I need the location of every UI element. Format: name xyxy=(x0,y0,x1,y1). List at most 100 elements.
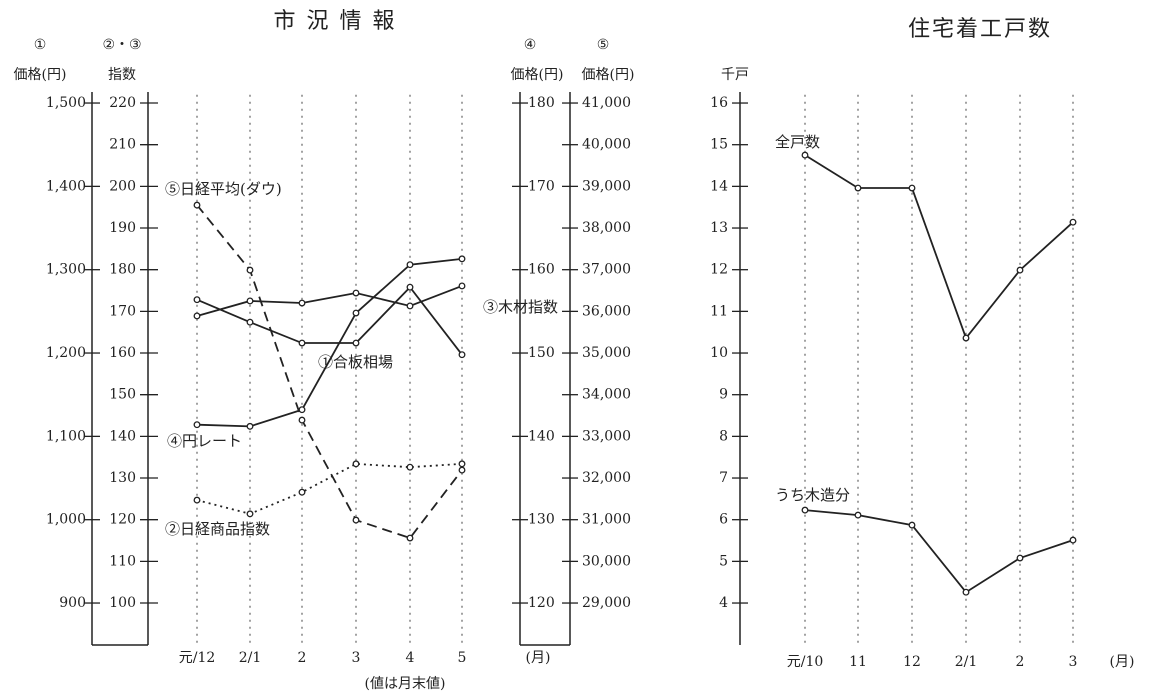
point xyxy=(298,406,306,414)
point xyxy=(458,255,466,263)
y-tick-label: 8 xyxy=(719,428,728,444)
series-label: ③木材指数 xyxy=(483,298,558,316)
chart-title: 住宅着工戸数 xyxy=(908,17,1052,42)
series-line xyxy=(196,285,463,356)
y-tick-label: 1,500 xyxy=(46,95,86,111)
y-tick-label: 5 xyxy=(719,553,728,569)
y-tick-label: 4 xyxy=(719,595,728,611)
axis-label: 価格(円) xyxy=(582,67,635,83)
y-tick-label: 170 xyxy=(528,178,555,194)
series-line xyxy=(804,154,1074,340)
point xyxy=(193,296,201,304)
point xyxy=(352,516,360,524)
point xyxy=(962,588,970,596)
x-tick-label: 2/1 xyxy=(239,650,262,666)
axis-frame xyxy=(91,92,741,646)
point xyxy=(1016,266,1024,274)
point xyxy=(458,460,466,468)
point xyxy=(406,261,414,269)
x-tick-label: 2 xyxy=(1016,654,1025,670)
point xyxy=(854,511,862,519)
y-tick-label: 1,300 xyxy=(46,262,86,278)
series-line xyxy=(804,509,1074,594)
y-tick-label: 10 xyxy=(710,345,728,361)
point xyxy=(458,351,466,359)
y-tick-label: 9 xyxy=(719,387,728,403)
y-tick-label: 220 xyxy=(109,95,136,111)
series-line xyxy=(196,285,463,317)
series-label: うち木造分 xyxy=(775,486,850,504)
x-tick-label: 5 xyxy=(458,650,467,666)
x-tick-label: 4 xyxy=(406,650,415,666)
y-tick-label: 31,000 xyxy=(582,512,631,528)
point xyxy=(298,488,306,496)
series-label: ⑤日経平均(ダウ) xyxy=(165,180,282,198)
point xyxy=(801,151,809,159)
point xyxy=(962,334,970,342)
y-tick-label: 15 xyxy=(710,137,728,153)
x-tick-label: 元/10 xyxy=(787,654,824,670)
x-unit: (月) xyxy=(526,650,551,666)
point xyxy=(193,312,201,320)
y-tick-label: 140 xyxy=(109,428,136,444)
y-tick-label: 150 xyxy=(109,387,136,403)
point xyxy=(458,466,466,474)
y-tick-label: 41,000 xyxy=(582,95,631,111)
y-tick-label: 12 xyxy=(710,262,728,278)
y-tick-label: 39,000 xyxy=(582,178,631,194)
x-tick-label: 12 xyxy=(903,654,921,670)
axis-label: 価格(円) xyxy=(14,67,67,83)
y-tick-label: 38,000 xyxy=(582,220,631,236)
point xyxy=(1069,536,1077,544)
point xyxy=(352,289,360,297)
y-tick-label: 13 xyxy=(710,220,728,236)
y-tick-label: 110 xyxy=(109,553,136,569)
y-tick-label: 40,000 xyxy=(582,137,631,153)
y-tick-label: 120 xyxy=(528,595,555,611)
x-tick-label: 2/1 xyxy=(955,654,978,670)
y-tick-label: 140 xyxy=(528,428,555,444)
y-tick-label: 33,000 xyxy=(582,428,631,444)
series-label: ④円レート xyxy=(167,432,242,450)
point xyxy=(298,416,306,424)
point xyxy=(352,339,360,347)
axis-mark: ②・③ xyxy=(102,37,141,53)
x-tick-label: 3 xyxy=(352,650,361,666)
y-tick-label: 210 xyxy=(109,137,136,153)
y-tick-label: 30,000 xyxy=(582,553,631,569)
y-tick-label: 6 xyxy=(719,512,728,528)
y-tick-label: 7 xyxy=(719,470,728,486)
axis-mark: ④ xyxy=(524,37,537,53)
point xyxy=(406,302,414,310)
point xyxy=(193,421,201,429)
point xyxy=(298,299,306,307)
axis-mark: ① xyxy=(34,37,47,53)
series-line xyxy=(196,462,463,515)
point xyxy=(352,460,360,468)
x-tick-label: 3 xyxy=(1069,654,1078,670)
y-tick-label: 1,400 xyxy=(46,178,86,194)
x-tick-label: 11 xyxy=(849,654,867,670)
y-tick-label: 35,000 xyxy=(582,345,631,361)
axis-mark: ⑤ xyxy=(597,37,610,53)
y-tick-label: 130 xyxy=(528,512,555,528)
point xyxy=(854,184,862,192)
x-unit: (月) xyxy=(1110,654,1135,670)
point xyxy=(1069,218,1077,226)
series-line xyxy=(196,204,463,540)
x-tick-label: 2 xyxy=(298,650,307,666)
point xyxy=(1016,554,1024,562)
point xyxy=(246,318,254,326)
point xyxy=(193,201,201,209)
axis-label: 指数 xyxy=(108,67,136,83)
point xyxy=(406,283,414,291)
y-tick-label: 16 xyxy=(710,95,728,111)
y-tick-label: 1,100 xyxy=(46,428,86,444)
y-tick-label: 100 xyxy=(109,595,136,611)
chart-title: 市 況 情 報 xyxy=(274,9,397,34)
y-tick-label: 11 xyxy=(710,303,728,319)
series-label: ②日経商品指数 xyxy=(165,520,270,538)
point xyxy=(458,282,466,290)
y-tick-label: 200 xyxy=(109,178,136,194)
